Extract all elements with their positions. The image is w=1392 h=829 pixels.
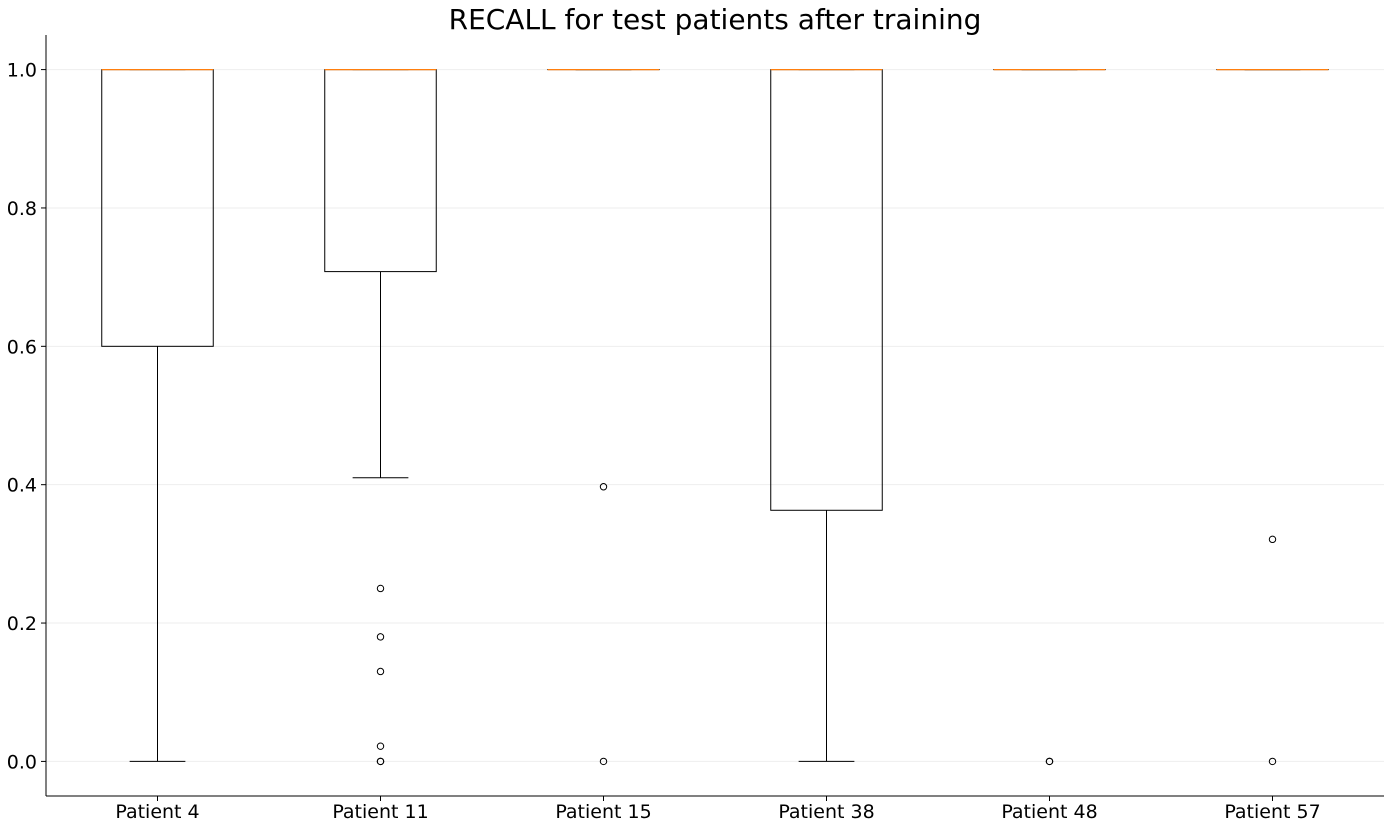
boxes [101, 68, 1329, 766]
outlier-point [1268, 535, 1277, 544]
y-tick-label: 0.4 [7, 475, 37, 497]
outlier-point [1045, 757, 1054, 766]
box-patient-38 [770, 68, 883, 762]
box-patient-15 [547, 68, 660, 766]
axes [45, 35, 1384, 797]
outlier-point [376, 667, 385, 676]
y-tick-label: 0.0 [7, 751, 37, 773]
outlier-point [599, 757, 608, 766]
x-ticks: Patient 4 Patient 11 Patient 15 Patient 38 P… [115, 796, 1321, 823]
y-tick-label: 0.8 [7, 198, 37, 220]
box-iqr [324, 69, 437, 273]
outlier-point [376, 742, 385, 750]
x-tick-label: Patient 57 [1224, 801, 1320, 823]
x-tick-label: Patient 15 [555, 801, 651, 823]
box-patient-4 [101, 68, 214, 762]
y-tick-label: 1.0 [7, 60, 37, 82]
x-tick-label: Patient 48 [1001, 801, 1097, 823]
box-patient-57 [1216, 68, 1329, 766]
outlier-point [1268, 757, 1277, 766]
y-tick-label: 0.6 [7, 336, 37, 358]
x-tick-label: Patient 11 [332, 801, 428, 823]
outlier-point [599, 483, 608, 491]
x-tick-label: Patient 38 [778, 801, 874, 823]
box-iqr [770, 69, 883, 511]
box-patient-11 [324, 68, 437, 766]
outlier-point [376, 633, 385, 641]
y-tick-label: 0.2 [7, 613, 37, 635]
chart-title: RECALL for test patients after training [449, 3, 982, 36]
gridlines [46, 69, 1384, 762]
outlier-point [376, 757, 385, 766]
x-tick-label: Patient 4 [115, 801, 199, 823]
y-ticks: 0.0 0.2 0.4 0.6 0.8 1.0 [7, 60, 46, 773]
box-patient-48 [993, 68, 1106, 766]
outlier-point [376, 584, 385, 593]
